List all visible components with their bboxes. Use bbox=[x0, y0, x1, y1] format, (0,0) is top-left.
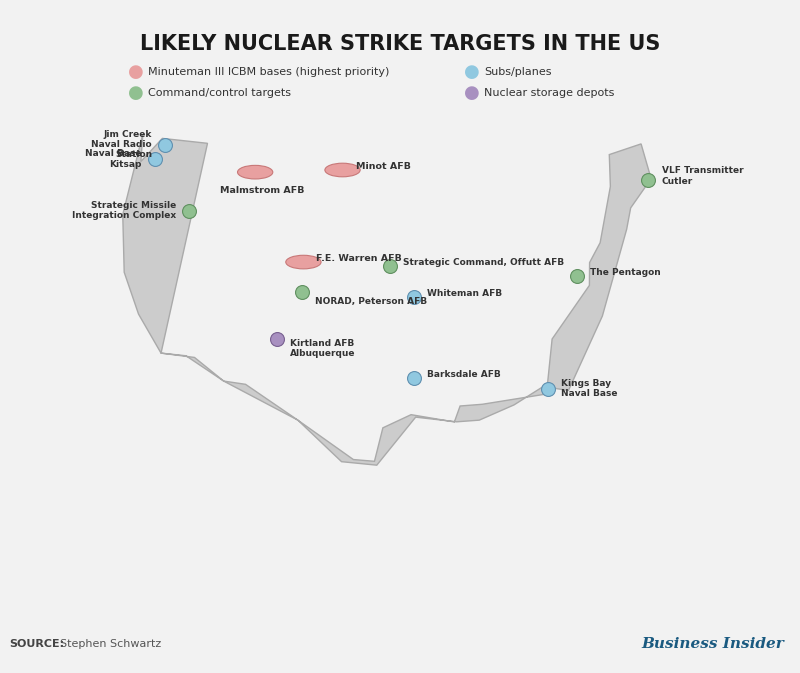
Text: Minot AFB: Minot AFB bbox=[355, 162, 410, 171]
Text: Nuclear storage depots: Nuclear storage depots bbox=[484, 88, 614, 98]
Text: Minuteman III ICBM bases (highest priority): Minuteman III ICBM bases (highest priori… bbox=[148, 67, 390, 77]
Text: ●: ● bbox=[464, 84, 480, 102]
Text: F.E. Warren AFB: F.E. Warren AFB bbox=[317, 254, 402, 263]
Text: LIKELY NUCLEAR STRIKE TARGETS IN THE US: LIKELY NUCLEAR STRIKE TARGETS IN THE US bbox=[140, 34, 660, 54]
Ellipse shape bbox=[238, 166, 273, 179]
Text: Subs/planes: Subs/planes bbox=[484, 67, 551, 77]
Ellipse shape bbox=[325, 163, 360, 177]
Text: Business Insider: Business Insider bbox=[642, 637, 784, 651]
Text: Whiteman AFB: Whiteman AFB bbox=[426, 289, 502, 298]
Text: ●: ● bbox=[128, 84, 144, 102]
Ellipse shape bbox=[286, 255, 321, 269]
Text: Kirtland AFB
Albuquerque: Kirtland AFB Albuquerque bbox=[290, 339, 356, 359]
Text: ●: ● bbox=[464, 63, 480, 81]
Text: SOURCE:: SOURCE: bbox=[10, 639, 65, 649]
Text: ●: ● bbox=[128, 63, 144, 81]
Text: Stephen Schwartz: Stephen Schwartz bbox=[60, 639, 162, 649]
Text: Kings Bay
Naval Base: Kings Bay Naval Base bbox=[561, 379, 618, 398]
Text: NORAD, Peterson AFB: NORAD, Peterson AFB bbox=[314, 297, 427, 306]
Text: VLF Transmitter
Cutler: VLF Transmitter Cutler bbox=[662, 166, 743, 186]
Text: Naval Base
Kitsap: Naval Base Kitsap bbox=[85, 149, 142, 169]
Text: Malmstrom AFB: Malmstrom AFB bbox=[219, 186, 304, 195]
Text: Command/control targets: Command/control targets bbox=[148, 88, 291, 98]
Text: Strategic Command, Offutt AFB: Strategic Command, Offutt AFB bbox=[402, 258, 564, 267]
Text: The Pentagon: The Pentagon bbox=[590, 268, 661, 277]
Text: Strategic Missile
Integration Complex: Strategic Missile Integration Complex bbox=[72, 201, 176, 221]
Text: Jim Creek
Naval Radio
Station: Jim Creek Naval Radio Station bbox=[91, 130, 152, 160]
Text: Barksdale AFB: Barksdale AFB bbox=[426, 370, 500, 379]
Polygon shape bbox=[122, 134, 651, 465]
